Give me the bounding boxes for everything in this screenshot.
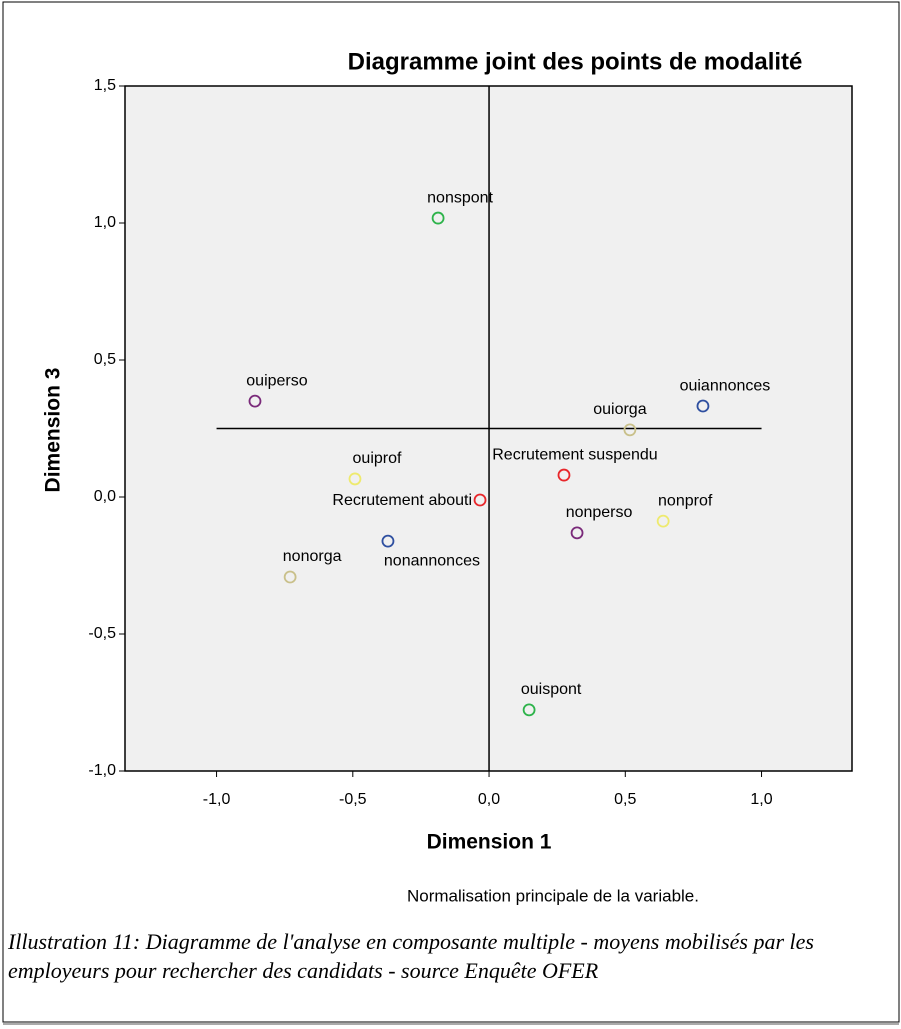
point-label: ouispont (521, 681, 582, 698)
y-axis-label: Dimension 3 (42, 368, 65, 493)
y-tick-label: 0,0 (94, 488, 116, 505)
point (522, 703, 536, 717)
point-label: nonspont (427, 189, 493, 206)
chart-title: Diagramme joint des points de modalité (348, 48, 803, 75)
point-label: nonperso (566, 504, 633, 521)
point-label: Recrutement suspendu (492, 446, 657, 463)
point (557, 468, 571, 482)
point (656, 514, 670, 528)
y-tick-label: 0,5 (94, 351, 116, 368)
point-label: nonprof (658, 492, 713, 509)
point-label: nonannonces (384, 552, 480, 569)
x-tick-label: -0,5 (339, 791, 367, 808)
point (623, 423, 637, 437)
point (381, 534, 395, 548)
point (570, 526, 584, 540)
caption: Illustration 11: Diagramme de l'analyse … (8, 929, 814, 983)
point (473, 493, 487, 507)
y-tick-label: 1,0 (94, 214, 116, 231)
y-tick-label: -0,5 (88, 625, 116, 642)
x-tick-label: -1,0 (203, 791, 231, 808)
point-label: Recrutement abouti (332, 492, 472, 509)
x-axis-label: Dimension 1 (427, 831, 552, 854)
point (431, 211, 445, 225)
x-tick-label: 1,0 (750, 791, 772, 808)
x-tick-label: 0,5 (614, 791, 636, 808)
point (248, 394, 262, 408)
point-label: ouiprof (353, 450, 402, 467)
note: Normalisation principale de la variable. (407, 886, 699, 905)
point-label: ouiperso (246, 372, 307, 389)
point (283, 570, 297, 584)
x-tick-label: 0,0 (478, 791, 500, 808)
point-label: nonorga (283, 548, 342, 565)
point (348, 472, 362, 486)
y-tick-label: -1,0 (88, 762, 116, 779)
point-label: ouiorga (593, 401, 646, 418)
y-tick-label: 1,5 (94, 77, 116, 94)
point (696, 399, 710, 413)
point-label: ouiannonces (680, 377, 771, 394)
